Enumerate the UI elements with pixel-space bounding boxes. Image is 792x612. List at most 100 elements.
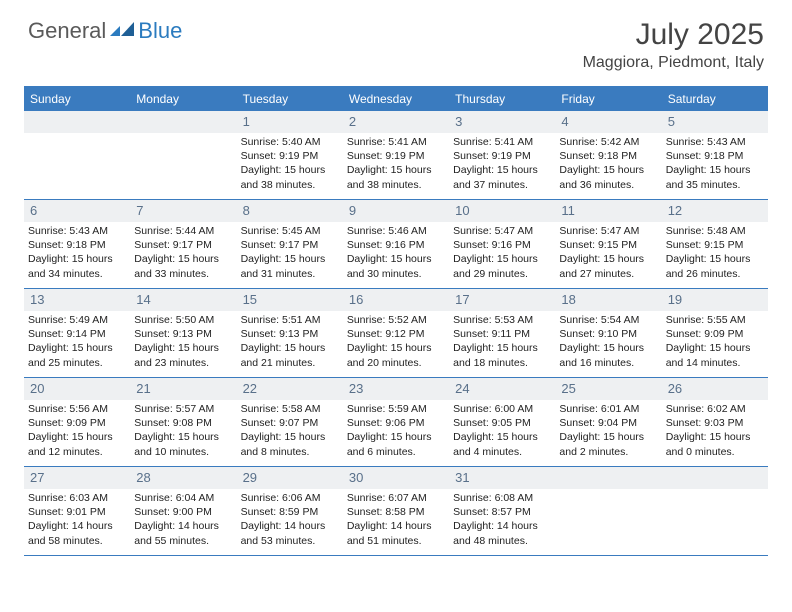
sunset-line: Sunset: 9:15 PM	[559, 238, 657, 252]
sunrise-line: Sunrise: 5:55 AM	[666, 313, 764, 327]
day-number: 7	[136, 203, 143, 218]
daylight-line: Daylight: 15 hours and 4 minutes.	[453, 430, 551, 458]
daynum-row: 27	[24, 467, 130, 489]
daylight-line: Daylight: 14 hours and 51 minutes.	[347, 519, 445, 547]
daylight-line: Daylight: 14 hours and 48 minutes.	[453, 519, 551, 547]
sunset-line: Sunset: 9:16 PM	[347, 238, 445, 252]
day-number: 22	[243, 381, 257, 396]
day-number: 28	[136, 470, 150, 485]
daylight-line: Daylight: 15 hours and 33 minutes.	[134, 252, 232, 280]
sunset-line: Sunset: 9:17 PM	[134, 238, 232, 252]
day-number: 19	[668, 292, 682, 307]
daylight-line: Daylight: 15 hours and 0 minutes.	[666, 430, 764, 458]
daylight-line: Daylight: 15 hours and 29 minutes.	[453, 252, 551, 280]
daynum-row: 18	[555, 289, 661, 311]
sunrise-line: Sunrise: 5:42 AM	[559, 135, 657, 149]
day-number: 1	[243, 114, 250, 129]
daylight-line: Daylight: 15 hours and 8 minutes.	[241, 430, 339, 458]
day-cell-empty	[555, 467, 661, 555]
day-number: 4	[561, 114, 568, 129]
sunset-line: Sunset: 9:15 PM	[666, 238, 764, 252]
daylight-line: Daylight: 15 hours and 26 minutes.	[666, 252, 764, 280]
weekday-row: SundayMondayTuesdayWednesdayThursdayFrid…	[24, 88, 768, 111]
sunrise-line: Sunrise: 5:52 AM	[347, 313, 445, 327]
day-cell: 25Sunrise: 6:01 AMSunset: 9:04 PMDayligh…	[555, 378, 661, 466]
day-cell: 21Sunrise: 5:57 AMSunset: 9:08 PMDayligh…	[130, 378, 236, 466]
daynum-row: 8	[237, 200, 343, 222]
daylight-line: Daylight: 15 hours and 16 minutes.	[559, 341, 657, 369]
logo-text-general: General	[28, 18, 106, 44]
sunset-line: Sunset: 9:19 PM	[347, 149, 445, 163]
day-number: 13	[30, 292, 44, 307]
day-cell: 22Sunrise: 5:58 AMSunset: 9:07 PMDayligh…	[237, 378, 343, 466]
sunrise-line: Sunrise: 5:44 AM	[134, 224, 232, 238]
calendar: SundayMondayTuesdayWednesdayThursdayFrid…	[24, 86, 768, 556]
daynum-row	[555, 467, 661, 489]
weekday-header: Saturday	[662, 88, 768, 111]
daynum-row: 15	[237, 289, 343, 311]
day-cell: 17Sunrise: 5:53 AMSunset: 9:11 PMDayligh…	[449, 289, 555, 377]
daynum-row: 3	[449, 111, 555, 133]
daylight-line: Daylight: 15 hours and 20 minutes.	[347, 341, 445, 369]
daynum-row: 20	[24, 378, 130, 400]
sunrise-line: Sunrise: 5:47 AM	[453, 224, 551, 238]
daynum-row: 26	[662, 378, 768, 400]
daynum-row: 6	[24, 200, 130, 222]
daynum-row: 12	[662, 200, 768, 222]
daynum-row: 23	[343, 378, 449, 400]
daynum-row: 17	[449, 289, 555, 311]
sunset-line: Sunset: 9:03 PM	[666, 416, 764, 430]
day-number: 15	[243, 292, 257, 307]
sunset-line: Sunset: 9:19 PM	[241, 149, 339, 163]
day-number: 10	[455, 203, 469, 218]
daynum-row: 25	[555, 378, 661, 400]
day-number: 27	[30, 470, 44, 485]
daylight-line: Daylight: 15 hours and 12 minutes.	[28, 430, 126, 458]
day-cell: 7 Sunrise: 5:44 AMSunset: 9:17 PMDaylight…	[130, 200, 236, 288]
sunset-line: Sunset: 9:13 PM	[134, 327, 232, 341]
day-cell: 4Sunrise: 5:42 AMSunset: 9:18 PMDaylight…	[555, 111, 661, 199]
week-row: 20Sunrise: 5:56 AMSunset: 9:09 PMDayligh…	[24, 378, 768, 467]
sunset-line: Sunset: 9:17 PM	[241, 238, 339, 252]
day-number: 23	[349, 381, 363, 396]
sunset-line: Sunset: 9:09 PM	[666, 327, 764, 341]
sunrise-line: Sunrise: 6:08 AM	[453, 491, 551, 505]
daylight-line: Daylight: 14 hours and 53 minutes.	[241, 519, 339, 547]
day-number: 21	[136, 381, 150, 396]
day-number: 2	[349, 114, 356, 129]
sunset-line: Sunset: 9:18 PM	[559, 149, 657, 163]
daylight-line: Daylight: 15 hours and 10 minutes.	[134, 430, 232, 458]
daylight-line: Daylight: 15 hours and 37 minutes.	[453, 163, 551, 191]
day-cell: 15Sunrise: 5:51 AMSunset: 9:13 PMDayligh…	[237, 289, 343, 377]
day-number: 18	[561, 292, 575, 307]
week-row: 1Sunrise: 5:40 AMSunset: 9:19 PMDaylight…	[24, 111, 768, 200]
title-block: July 2025 Maggiora, Piedmont, Italy	[583, 18, 764, 72]
day-cell: 19Sunrise: 5:55 AMSunset: 9:09 PMDayligh…	[662, 289, 768, 377]
weekday-header: Tuesday	[237, 88, 343, 111]
sunset-line: Sunset: 9:13 PM	[241, 327, 339, 341]
sunrise-line: Sunrise: 5:46 AM	[347, 224, 445, 238]
day-number: 3	[455, 114, 462, 129]
day-number: 20	[30, 381, 44, 396]
daylight-line: Daylight: 15 hours and 21 minutes.	[241, 341, 339, 369]
sunset-line: Sunset: 8:59 PM	[241, 505, 339, 519]
sunrise-line: Sunrise: 5:43 AM	[28, 224, 126, 238]
day-number: 5	[668, 114, 675, 129]
page-header: General Blue July 2025 Maggiora, Piedmon…	[0, 0, 792, 80]
daynum-row: 22	[237, 378, 343, 400]
sunset-line: Sunset: 9:00 PM	[134, 505, 232, 519]
day-number: 14	[136, 292, 150, 307]
daylight-line: Daylight: 15 hours and 35 minutes.	[666, 163, 764, 191]
sunrise-line: Sunrise: 5:48 AM	[666, 224, 764, 238]
logo-text-blue: Blue	[138, 18, 182, 44]
daynum-row: 2	[343, 111, 449, 133]
day-cell: 16Sunrise: 5:52 AMSunset: 9:12 PMDayligh…	[343, 289, 449, 377]
sunrise-line: Sunrise: 5:43 AM	[666, 135, 764, 149]
sunrise-line: Sunrise: 5:57 AM	[134, 402, 232, 416]
daylight-line: Daylight: 15 hours and 30 minutes.	[347, 252, 445, 280]
weekday-header: Thursday	[449, 88, 555, 111]
sunrise-line: Sunrise: 5:41 AM	[347, 135, 445, 149]
daynum-row: 19	[662, 289, 768, 311]
day-cell: 6Sunrise: 5:43 AMSunset: 9:18 PMDaylight…	[24, 200, 130, 288]
week-row: 13Sunrise: 5:49 AMSunset: 9:14 PMDayligh…	[24, 289, 768, 378]
